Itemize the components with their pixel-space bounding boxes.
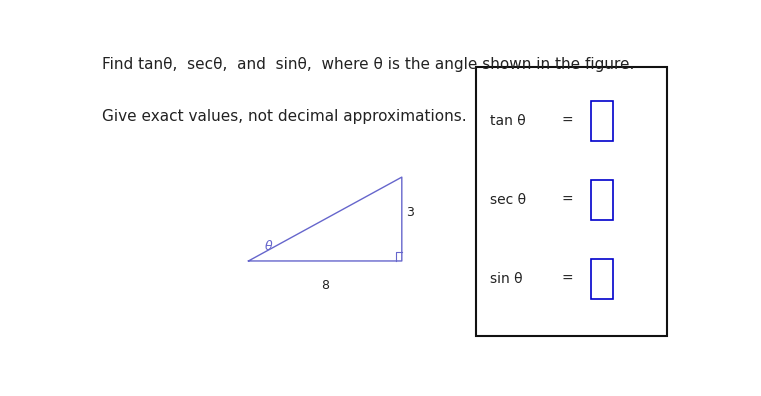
Text: =: =: [561, 193, 573, 207]
Text: tan θ: tan θ: [490, 114, 526, 128]
Bar: [591, 101, 613, 141]
Bar: [591, 180, 613, 220]
Text: =: =: [561, 114, 573, 128]
Text: 3: 3: [406, 206, 415, 219]
Text: Find tanθ,  secθ,  and  sinθ,  where θ is the angle shown in the figure.: Find tanθ, secθ, and sinθ, where θ is th…: [102, 57, 635, 72]
Text: sec θ: sec θ: [490, 193, 527, 207]
Text: Give exact values, not decimal approximations.: Give exact values, not decimal approxima…: [102, 109, 466, 124]
Text: θ: θ: [265, 240, 272, 253]
Bar: [476, 67, 667, 336]
Text: =: =: [561, 272, 573, 286]
Text: sin θ: sin θ: [490, 272, 523, 286]
Bar: [591, 259, 613, 299]
Text: 8: 8: [321, 279, 330, 292]
